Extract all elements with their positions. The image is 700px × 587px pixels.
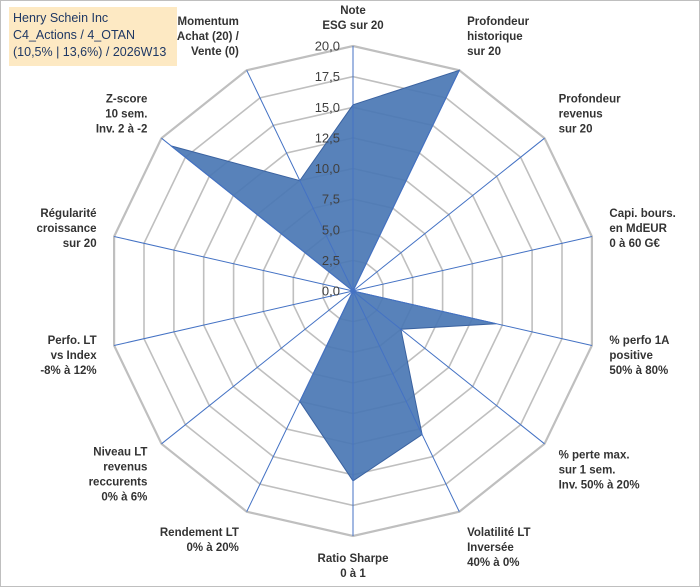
axis-label-line: Note xyxy=(340,5,366,17)
axis-label-line: Inv. 50% à 20% xyxy=(559,480,640,492)
axis-label-line: Inversée xyxy=(467,542,514,554)
title-company: Henry Schein Inc xyxy=(13,11,109,25)
axis-label-line: Profondeur xyxy=(559,94,621,106)
tick-label: 2,5 xyxy=(322,253,340,268)
axis-label: % perte max. sur 1 sem. Inv. 50% à 20% xyxy=(559,450,640,492)
axis-label: % perfo 1A positive 50% à 80% xyxy=(609,335,669,377)
axis-label-line: 0 à 1 xyxy=(340,568,366,580)
axis-label-line: 40% à 0% xyxy=(467,557,519,569)
axis-spoke xyxy=(352,290,545,445)
title-category: C4_Actions / 4_OTAN xyxy=(13,28,136,42)
axis-label-line: -8% à 12% xyxy=(40,365,96,377)
tick-label: 10,0 xyxy=(315,161,340,176)
axis-label-line: historique xyxy=(467,31,523,43)
axis-label-line: Profondeur xyxy=(467,16,529,28)
tick-label: 12,5 xyxy=(315,130,340,145)
tick-labels-layer: 0,0 2,5 5,0 7,5 10,0 12,5 15,0 17,5 20,0 xyxy=(315,39,340,299)
axis-label-line: Capi. bours. xyxy=(609,208,675,220)
tick-label: 7,5 xyxy=(322,192,340,207)
axis-label: Z-score 10 sem. Inv. 2 à -2 xyxy=(96,94,148,136)
axis-spokes-layer xyxy=(113,46,593,536)
tick-label: 17,5 xyxy=(315,69,340,84)
axis-spoke xyxy=(161,290,354,445)
axis-label: Volatilité LT Inversée 40% à 0% xyxy=(467,527,530,569)
axis-label-line: revenus xyxy=(559,109,603,121)
tick-label: 20,0 xyxy=(315,39,340,54)
tick-label: 15,0 xyxy=(315,100,340,115)
axis-label-line: sur 20 xyxy=(467,46,501,58)
axis-spoke xyxy=(161,137,354,292)
axis-label: Rendement LT 0% à 20% xyxy=(160,527,239,554)
axis-label-line: reccurents xyxy=(89,477,148,489)
axis-label-line: Rendement LT xyxy=(160,527,239,539)
axis-label-line: ESG sur 20 xyxy=(322,20,383,32)
tick-label: 5,0 xyxy=(322,222,340,237)
axis-label: Momentum Achat (20) / Vente (0) xyxy=(177,16,240,58)
axis-label-line: 0% à 6% xyxy=(101,492,147,504)
axis-label-line: Ratio Sharpe xyxy=(318,553,389,565)
axis-label-line: Régularité xyxy=(40,208,96,220)
axis-spoke xyxy=(352,290,593,346)
title-stats: (10,5% | 13,6%) / 2026W13 xyxy=(13,45,167,59)
axis-label-line: Niveau LT xyxy=(93,447,147,459)
axis-spoke xyxy=(113,290,354,346)
axis-label-line: revenus xyxy=(103,462,147,474)
axis-label: Niveau LT revenus reccurents 0% à 6% xyxy=(89,447,148,504)
axis-label-line: croissance xyxy=(36,223,96,235)
axis-label-line: 10 sem. xyxy=(105,109,147,121)
axis-label-line: 50% à 80% xyxy=(609,365,668,377)
axis-label-line: vs Index xyxy=(51,350,98,362)
axis-label: Capi. bours. en MdEUR 0 à 60 G€ xyxy=(609,208,675,250)
axis-labels-layer: Note ESG sur 20 Profondeur historique sur 20… xyxy=(36,5,675,580)
axis-label-line: positive xyxy=(609,350,652,362)
axis-label: Perfo. LT vs Index -8% à 12% xyxy=(40,335,97,377)
axis-label: Profondeur revenus sur 20 xyxy=(559,94,621,136)
axis-spoke xyxy=(113,236,354,292)
axis-label-line: Perfo. LT xyxy=(48,335,97,347)
axis-spoke xyxy=(246,70,354,292)
axis-spoke xyxy=(352,290,460,512)
axis-label-line: Inv. 2 à -2 xyxy=(96,124,148,136)
chart-title-box: Henry Schein Inc C4_Actions / 4_OTAN (10… xyxy=(9,7,177,66)
axis-label: Régularité croissance sur 20 xyxy=(36,208,96,250)
axis-spoke xyxy=(246,290,354,512)
axis-label: Note ESG sur 20 xyxy=(322,5,383,32)
axis-label-line: % perte max. xyxy=(559,450,630,462)
axis-label-line: 0 à 60 G€ xyxy=(609,238,660,250)
axis-label-line: % perfo 1A xyxy=(609,335,669,347)
axis-label-line: Momentum xyxy=(178,16,239,28)
axis-label: Ratio Sharpe 0 à 1 xyxy=(318,553,389,580)
axis-spoke xyxy=(352,137,545,292)
tick-label: 0,0 xyxy=(322,284,340,299)
axis-label-line: Volatilité LT xyxy=(467,527,530,539)
axis-label-line: Achat (20) / xyxy=(177,31,240,43)
axis-label: Profondeur historique sur 20 xyxy=(467,16,529,58)
axis-label-line: sur 20 xyxy=(63,238,97,250)
axis-label-line: sur 1 sem. xyxy=(559,465,616,477)
axis-spoke xyxy=(352,70,460,292)
axis-label-line: 0% à 20% xyxy=(186,542,238,554)
axis-spoke xyxy=(352,236,593,292)
axis-label-line: sur 20 xyxy=(559,124,593,136)
axis-label-line: Vente (0) xyxy=(191,46,239,58)
axis-label-line: en MdEUR xyxy=(609,223,667,235)
axis-label-line: Z-score xyxy=(106,94,148,106)
